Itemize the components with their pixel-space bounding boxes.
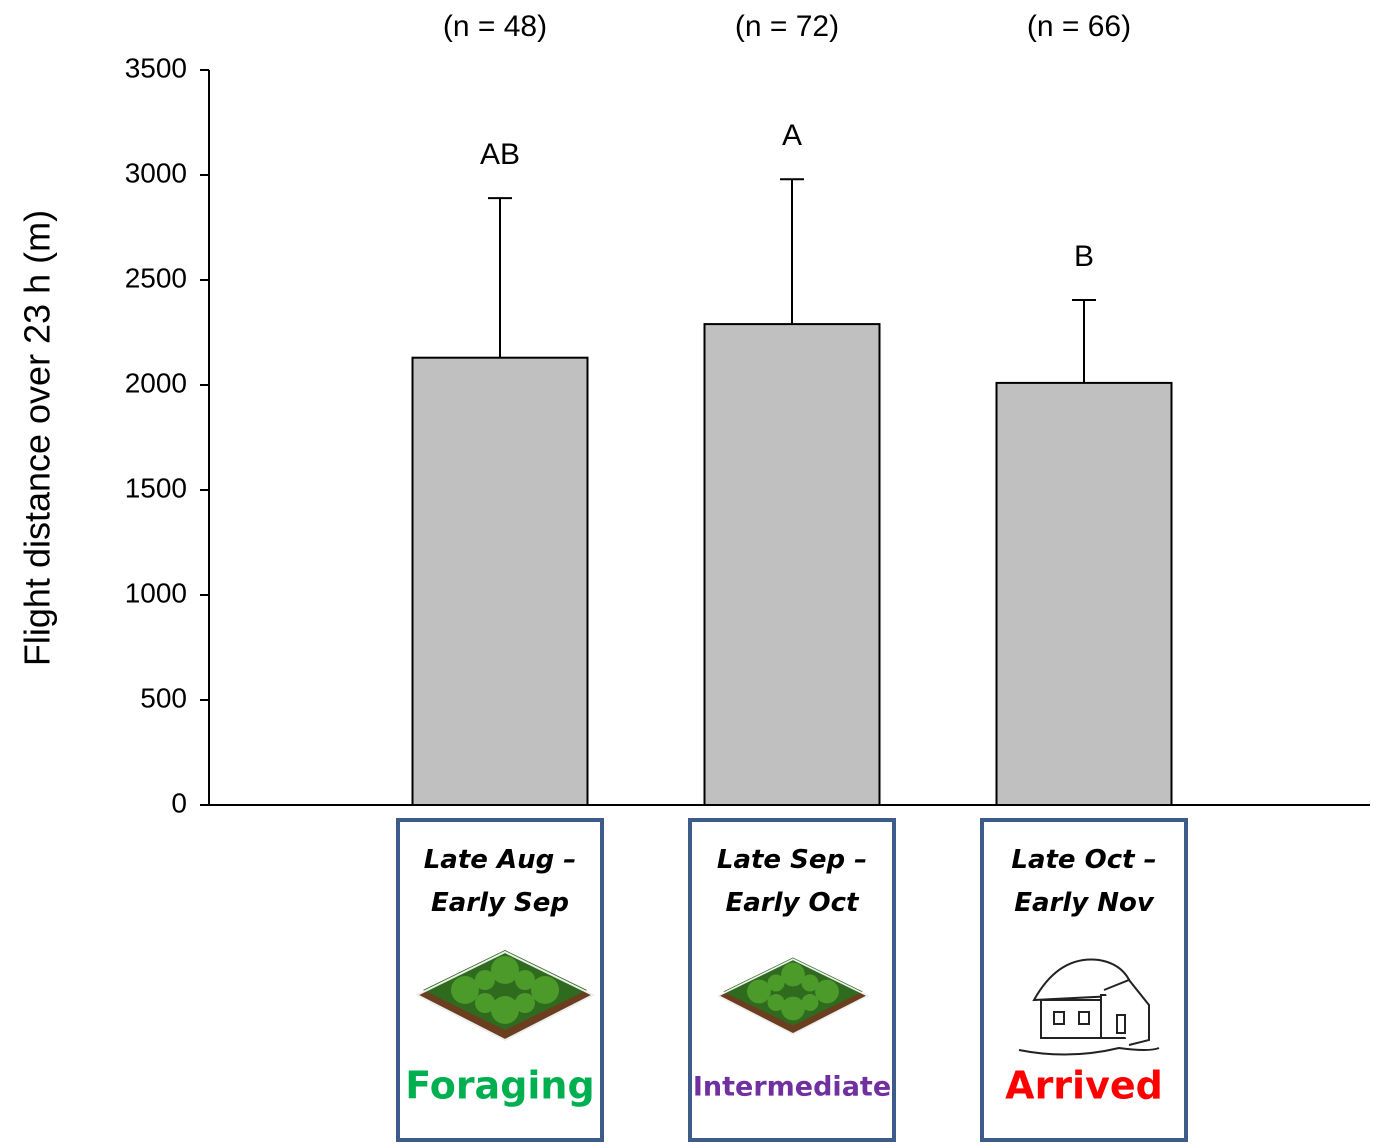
y-tick-label: 2500 — [125, 262, 187, 293]
sample-size: (n = 66) — [1027, 10, 1131, 43]
sample-size: (n = 48) — [443, 10, 547, 43]
group-letter: A — [782, 119, 802, 152]
chart: Flight distance over 23 h (m) 0 500 1000 15… — [0, 0, 1373, 1146]
stage-label: Arrived — [1005, 1064, 1163, 1108]
y-tick-label: 1500 — [125, 472, 187, 503]
x-tick-label: Late Oct –Early Nov — [1011, 845, 1156, 918]
house-icon — [1019, 960, 1159, 1055]
bar — [705, 324, 880, 805]
sample-size: (n = 72) — [735, 10, 839, 43]
y-tick-label: 0 — [171, 787, 187, 818]
plot-icon — [718, 958, 868, 1035]
stage-label: Intermediate — [693, 1072, 891, 1103]
x-tick-label: Late Sep –Early Oct — [717, 845, 867, 918]
y-tick-label: 1000 — [125, 577, 187, 608]
y-axis-label: Flight distance over 23 h (m) — [17, 210, 58, 666]
group-letter: AB — [480, 138, 520, 171]
plot-icon — [417, 950, 593, 1040]
y-tick-label: 3000 — [125, 157, 187, 188]
bar — [413, 358, 588, 805]
stage-label: Foraging — [405, 1064, 594, 1108]
y-tick-label: 2000 — [125, 367, 187, 398]
y-tick-label: 3500 — [125, 52, 187, 83]
y-tick-label: 500 — [140, 682, 187, 713]
group-letter: B — [1074, 240, 1094, 273]
x-tick-label: Late Aug –Early Sep — [424, 845, 577, 918]
bar — [997, 383, 1172, 805]
